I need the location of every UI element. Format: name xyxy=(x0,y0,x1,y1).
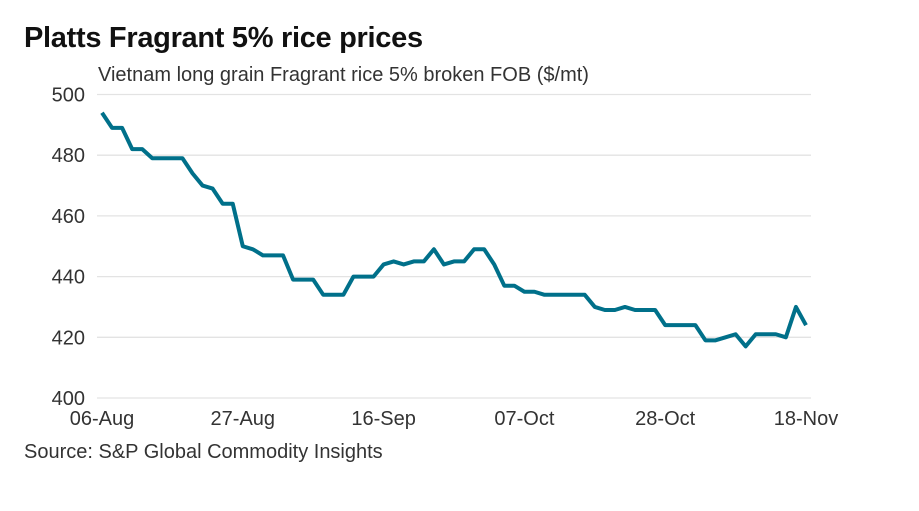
y-tick-label: 460 xyxy=(52,206,85,228)
y-tick-label: 420 xyxy=(52,327,85,349)
series-layer xyxy=(100,111,808,349)
x-tick-label: 07-Oct xyxy=(494,408,554,430)
x-tick-label: 16-Sep xyxy=(351,408,416,430)
y-axis-ticks: 400 420 440 460 480 500 xyxy=(52,85,85,411)
y-tick-label: 440 xyxy=(52,267,85,289)
chart-source: Source: S&P Global Commodity Insights xyxy=(24,441,383,463)
gridlines xyxy=(97,93,811,399)
y-tick-label: 500 xyxy=(52,85,85,107)
x-tick-label: 27-Aug xyxy=(211,408,276,430)
y-tick-label: 400 xyxy=(52,388,85,410)
x-tick-label: 18-Nov xyxy=(774,408,838,430)
x-axis-ticks: 06-Aug 27-Aug 16-Sep 07-Oct 28-Oct 18-Nov xyxy=(70,408,838,430)
series-line xyxy=(100,111,808,349)
chart-title: Platts Fragrant 5% rice prices xyxy=(24,22,423,54)
x-tick-label: 28-Oct xyxy=(635,408,695,430)
chart-subtitle: Vietnam long grain Fragrant rice 5% brok… xyxy=(98,64,589,86)
y-tick-label: 480 xyxy=(52,145,85,167)
x-tick-label: 06-Aug xyxy=(70,408,135,430)
